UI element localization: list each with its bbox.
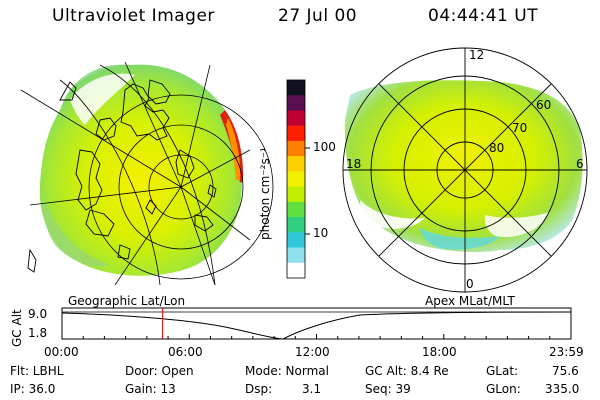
x-tick-label-1200: 12:00 xyxy=(295,345,330,359)
lat-label-70: 70 xyxy=(512,121,528,135)
x-tick-label-2359: 23:59 xyxy=(549,345,584,359)
geographic-lat-lon-title: Geographic Lat/Lon xyxy=(68,294,186,308)
date-label: 27 Jul 00 xyxy=(278,6,358,26)
colorbar-segment xyxy=(287,140,305,157)
mlt-label-0: 0 xyxy=(466,277,474,291)
x-tick-label-0000: 00:00 xyxy=(44,345,79,359)
colorbar-tick-10: 10 xyxy=(313,226,329,240)
colorbar-tick-100: 100 xyxy=(313,140,336,154)
y-top-label: 9.0 xyxy=(28,307,48,321)
instrument-title: Ultraviolet Imager xyxy=(52,6,215,26)
gain-field: Gain: 13 xyxy=(125,382,176,396)
colorbar-segment xyxy=(287,201,305,218)
colorbar xyxy=(286,79,310,279)
seq-field: Seq: 39 xyxy=(365,382,411,396)
mlt-label-6: 6 xyxy=(576,157,584,171)
lat-lon-grid xyxy=(20,61,274,286)
time-label: 04:44:41 UT xyxy=(428,6,539,26)
y-bottom-label: 1.8 xyxy=(28,326,48,340)
colorbar-segment xyxy=(287,232,305,249)
dsp-label: Dsp: xyxy=(245,382,273,396)
mode-field: Mode: Normal xyxy=(245,364,329,378)
flt-field: Flt: LBHL xyxy=(10,364,64,378)
x-tick-label-0600: 06:00 xyxy=(168,345,203,359)
glon-label: GLon: xyxy=(486,382,521,396)
x-tick-label-1800: 18:00 xyxy=(422,345,457,359)
door-field: Door: Open xyxy=(125,364,194,378)
colorbar-segment xyxy=(287,217,305,233)
apex-mlat-mlt-title: Apex MLat/MLT xyxy=(425,294,515,308)
dsp-value: 3.1 xyxy=(302,382,322,396)
colorbar-segment xyxy=(287,247,305,264)
timeline-plot xyxy=(61,307,572,340)
mlt-label-12: 12 xyxy=(469,48,485,62)
lat-label-60: 60 xyxy=(536,98,552,112)
mlt-label-18: 18 xyxy=(346,157,362,171)
colorbar-segment xyxy=(287,95,305,111)
gc-alt-axis-label: GC Alt xyxy=(10,309,24,347)
glat-value: 75.6 xyxy=(552,364,579,378)
colorbar-segment xyxy=(287,156,305,172)
colorbar-segment xyxy=(287,110,305,127)
colorbar-segment xyxy=(287,80,305,96)
polar-plot xyxy=(342,47,588,293)
colorbar-segment xyxy=(287,171,305,188)
glat-label: GLat: xyxy=(486,364,519,378)
ip-field: IP: 36.0 xyxy=(10,382,56,396)
gc-alt-field: GC Alt: 8.4 Re xyxy=(365,364,449,378)
lat-label-80: 80 xyxy=(489,141,505,155)
colorbar-segment xyxy=(287,125,305,142)
polar-grid xyxy=(342,47,588,293)
glon-value: 335.0 xyxy=(545,382,580,396)
geographic-image xyxy=(20,61,274,286)
colorbar-segment xyxy=(287,262,305,279)
colorbar-segment xyxy=(287,186,305,203)
colorbar-unit-label: photon cm⁻²s⁻¹ xyxy=(258,147,272,240)
